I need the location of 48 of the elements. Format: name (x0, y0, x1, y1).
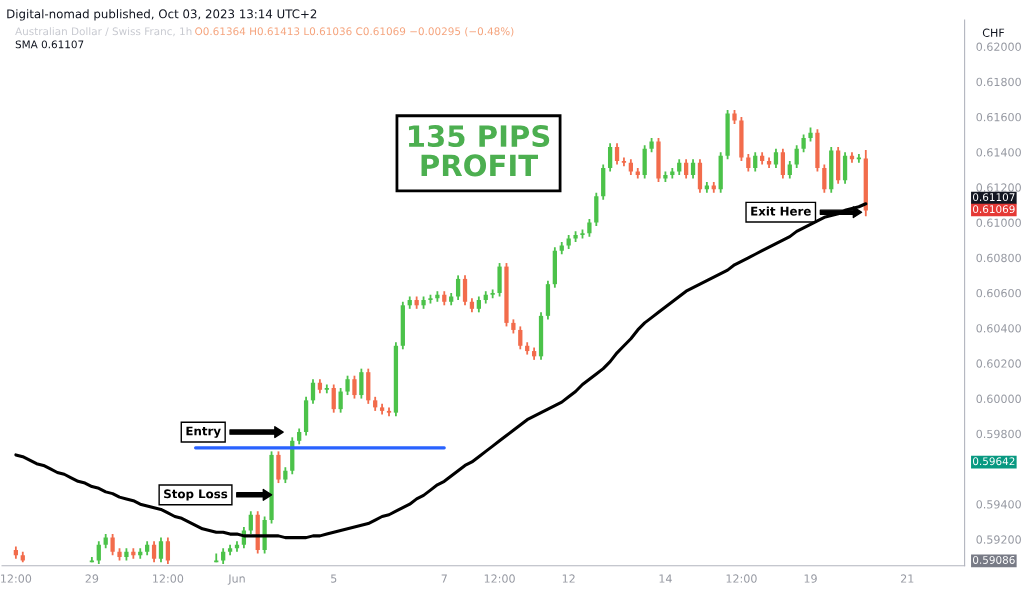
y-tick-label: 0.61600 (976, 112, 1021, 122)
x-tick-label: 5 (331, 574, 337, 583)
annotation: Exit Here (751, 206, 811, 216)
x-tick-label: 12:00 (484, 574, 515, 583)
x-tick-label: 19 (804, 574, 817, 583)
text: 0.59642 (973, 457, 1015, 466)
text: 0.61107 (973, 193, 1015, 202)
y-tick-label: 0.59800 (976, 429, 1021, 439)
text: 0.61069 (973, 205, 1015, 214)
candlestick (269, 450, 274, 525)
y-tick-label: 0.60400 (976, 324, 1021, 333)
annotation: Stop Loss (164, 489, 228, 501)
x-tick-label: 7 (441, 574, 447, 583)
x-tick-label: 12:00 (1, 574, 32, 583)
y-tick-label: 0.59200 (976, 535, 1021, 544)
candlestick (345, 374, 350, 396)
y-tick-label: 0.60000 (976, 394, 1021, 403)
text: 0.59086 (973, 556, 1015, 564)
y-tick-label: 0.60600 (976, 288, 1021, 298)
y-tick-label: 0.61400 (976, 148, 1021, 157)
y-tick-label: 0.59400 (976, 500, 1021, 509)
y-tick-label: 0.60200 (976, 359, 1021, 368)
annotation: O0.61364 H0.61413 L0.61036 C0.61069 −0.00295 (−0.48%) (195, 27, 514, 37)
y-axis-title: CHF (982, 28, 1005, 37)
candlestick (276, 450, 281, 484)
x-tick-label: 12:00 (153, 574, 184, 583)
annotation: 135 PIPS PROFIT (408, 125, 550, 177)
x-tick-label: 21 (901, 574, 914, 583)
candlestick (815, 128, 820, 173)
x-tick-label: 14 (659, 574, 672, 583)
candlestick (739, 116, 744, 162)
x-tick-label: Jun (227, 574, 245, 585)
candlestick (725, 109, 730, 161)
chart-title: Digital-nomad published, Oct 03, 2023 13:14 UTC+2 (7, 9, 317, 21)
x-tick-label: 12:00 (726, 574, 757, 583)
y-tick-label: 0.61800 (976, 77, 1021, 87)
y-tick-label: 0.61200 (976, 183, 1021, 192)
y-tick-label: 0.60800 (976, 253, 1021, 263)
candlestick (352, 374, 357, 400)
x-tick-label: 12 (562, 574, 575, 583)
annotation: SMA 0.61107 (15, 40, 84, 49)
candlestick (656, 137, 661, 183)
x-tick-label: 29 (85, 574, 99, 583)
candlestick (497, 262, 502, 298)
y-tick-label: 0.61000 (976, 218, 1021, 227)
candlestick (504, 262, 509, 328)
annotation: Entry (186, 426, 221, 438)
y-tick-label: 0.62000 (976, 42, 1021, 51)
